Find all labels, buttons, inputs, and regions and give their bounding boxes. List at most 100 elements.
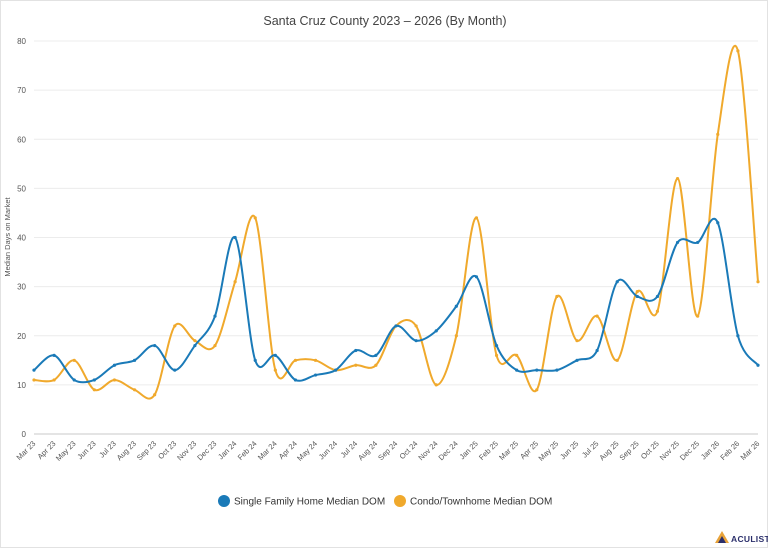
aculist-logo: ACULIST xyxy=(715,531,768,544)
y-tick-label: 0 xyxy=(22,430,27,439)
data-point[interactable] xyxy=(193,339,197,343)
x-tick-label: Jun 25 xyxy=(558,439,580,461)
data-point[interactable] xyxy=(696,314,700,318)
x-tick-label: Nov 23 xyxy=(175,439,198,462)
data-point[interactable] xyxy=(52,353,56,357)
data-point[interactable] xyxy=(414,324,418,328)
data-point[interactable] xyxy=(575,339,579,343)
data-point[interactable] xyxy=(474,275,479,279)
data-point[interactable] xyxy=(434,329,438,333)
data-point[interactable] xyxy=(696,240,700,245)
data-point[interactable] xyxy=(92,388,96,392)
x-tick-label: Sep 23 xyxy=(135,439,158,462)
data-point[interactable] xyxy=(756,363,760,367)
data-point[interactable] xyxy=(273,368,277,372)
data-point[interactable] xyxy=(253,358,257,362)
data-point[interactable] xyxy=(253,216,257,220)
data-point[interactable] xyxy=(655,309,660,313)
data-point[interactable] xyxy=(32,378,36,382)
data-point[interactable] xyxy=(535,368,539,372)
data-point[interactable] xyxy=(615,358,619,362)
x-tick-label: Oct 25 xyxy=(639,439,661,461)
data-point[interactable] xyxy=(736,334,740,338)
data-point[interactable] xyxy=(273,353,277,357)
data-point[interactable] xyxy=(293,378,298,382)
data-point[interactable] xyxy=(354,363,358,367)
data-point[interactable] xyxy=(213,314,217,318)
legend: Single Family Home Median DOM Condo/Town… xyxy=(218,495,552,508)
data-point[interactable] xyxy=(555,294,559,299)
legend-label-condo: Condo/Townhome Median DOM xyxy=(410,497,552,508)
y-tick-label: 50 xyxy=(17,184,26,193)
data-point[interactable] xyxy=(233,280,237,284)
data-point[interactable] xyxy=(92,378,96,382)
legend-label-single-family: Single Family Home Median DOM xyxy=(234,497,385,508)
data-point[interactable] xyxy=(173,324,177,328)
x-tick-label: Nov 24 xyxy=(416,439,439,462)
data-point[interactable] xyxy=(52,378,56,382)
data-point[interactable] xyxy=(555,368,559,372)
data-point[interactable] xyxy=(112,363,117,367)
data-point[interactable] xyxy=(394,324,398,328)
x-tick-label: Aug 23 xyxy=(115,439,138,462)
data-point[interactable] xyxy=(313,373,318,377)
data-point[interactable] xyxy=(515,353,519,357)
data-point[interactable] xyxy=(112,378,117,382)
data-point[interactable] xyxy=(374,363,378,367)
data-point[interactable] xyxy=(354,348,358,353)
x-tick-label: Mar 24 xyxy=(256,439,279,462)
data-point[interactable] xyxy=(716,132,720,136)
data-point[interactable] xyxy=(515,368,519,372)
x-tick-label: Jun 24 xyxy=(317,439,339,461)
data-point[interactable] xyxy=(474,216,479,220)
data-point[interactable] xyxy=(494,353,499,357)
grid-lines xyxy=(34,40,758,435)
data-point[interactable] xyxy=(32,368,36,372)
data-point[interactable] xyxy=(736,49,740,53)
data-point[interactable] xyxy=(313,358,318,362)
data-point[interactable] xyxy=(434,383,438,387)
data-point[interactable] xyxy=(756,280,760,284)
data-point[interactable] xyxy=(193,343,197,348)
aculist-triangle-icon xyxy=(715,531,729,543)
y-tick-label: 40 xyxy=(17,234,26,243)
data-point[interactable] xyxy=(595,314,599,318)
series-0 xyxy=(32,218,760,384)
data-point[interactable] xyxy=(213,343,217,348)
x-tick-label: Dec 24 xyxy=(437,439,460,462)
y-tick-label: 60 xyxy=(17,135,26,144)
data-point[interactable] xyxy=(153,393,157,397)
legend-item-condo[interactable]: Condo/Townhome Median DOM xyxy=(394,495,552,508)
data-point[interactable] xyxy=(414,339,418,343)
data-point[interactable] xyxy=(675,176,680,181)
x-tick-label: May 24 xyxy=(295,439,319,463)
data-point[interactable] xyxy=(132,388,137,392)
data-point[interactable] xyxy=(153,343,157,348)
data-point[interactable] xyxy=(615,280,619,284)
data-point[interactable] xyxy=(535,388,539,392)
data-point[interactable] xyxy=(132,358,137,362)
x-tick-label: Jun 23 xyxy=(75,439,97,461)
data-point[interactable] xyxy=(454,304,458,308)
data-point[interactable] xyxy=(233,235,237,240)
legend-item-single-family[interactable]: Single Family Home Median DOM xyxy=(218,495,385,508)
x-tick-label: Jan 26 xyxy=(699,439,721,461)
data-point[interactable] xyxy=(173,368,177,372)
x-tick-label: Mar 25 xyxy=(497,439,520,462)
data-point[interactable] xyxy=(334,368,338,372)
data-point[interactable] xyxy=(716,221,720,225)
x-tick-label: Feb 25 xyxy=(477,439,500,462)
data-point[interactable] xyxy=(635,294,639,299)
data-point[interactable] xyxy=(675,240,680,245)
data-point[interactable] xyxy=(595,348,599,353)
data-point[interactable] xyxy=(72,378,76,382)
data-point[interactable] xyxy=(655,294,660,299)
data-point[interactable] xyxy=(374,353,378,357)
data-point[interactable] xyxy=(494,343,499,348)
data-point[interactable] xyxy=(575,358,579,362)
data-point[interactable] xyxy=(72,358,76,362)
data-point[interactable] xyxy=(454,334,458,338)
data-point[interactable] xyxy=(293,358,298,362)
data-point[interactable] xyxy=(635,289,639,294)
